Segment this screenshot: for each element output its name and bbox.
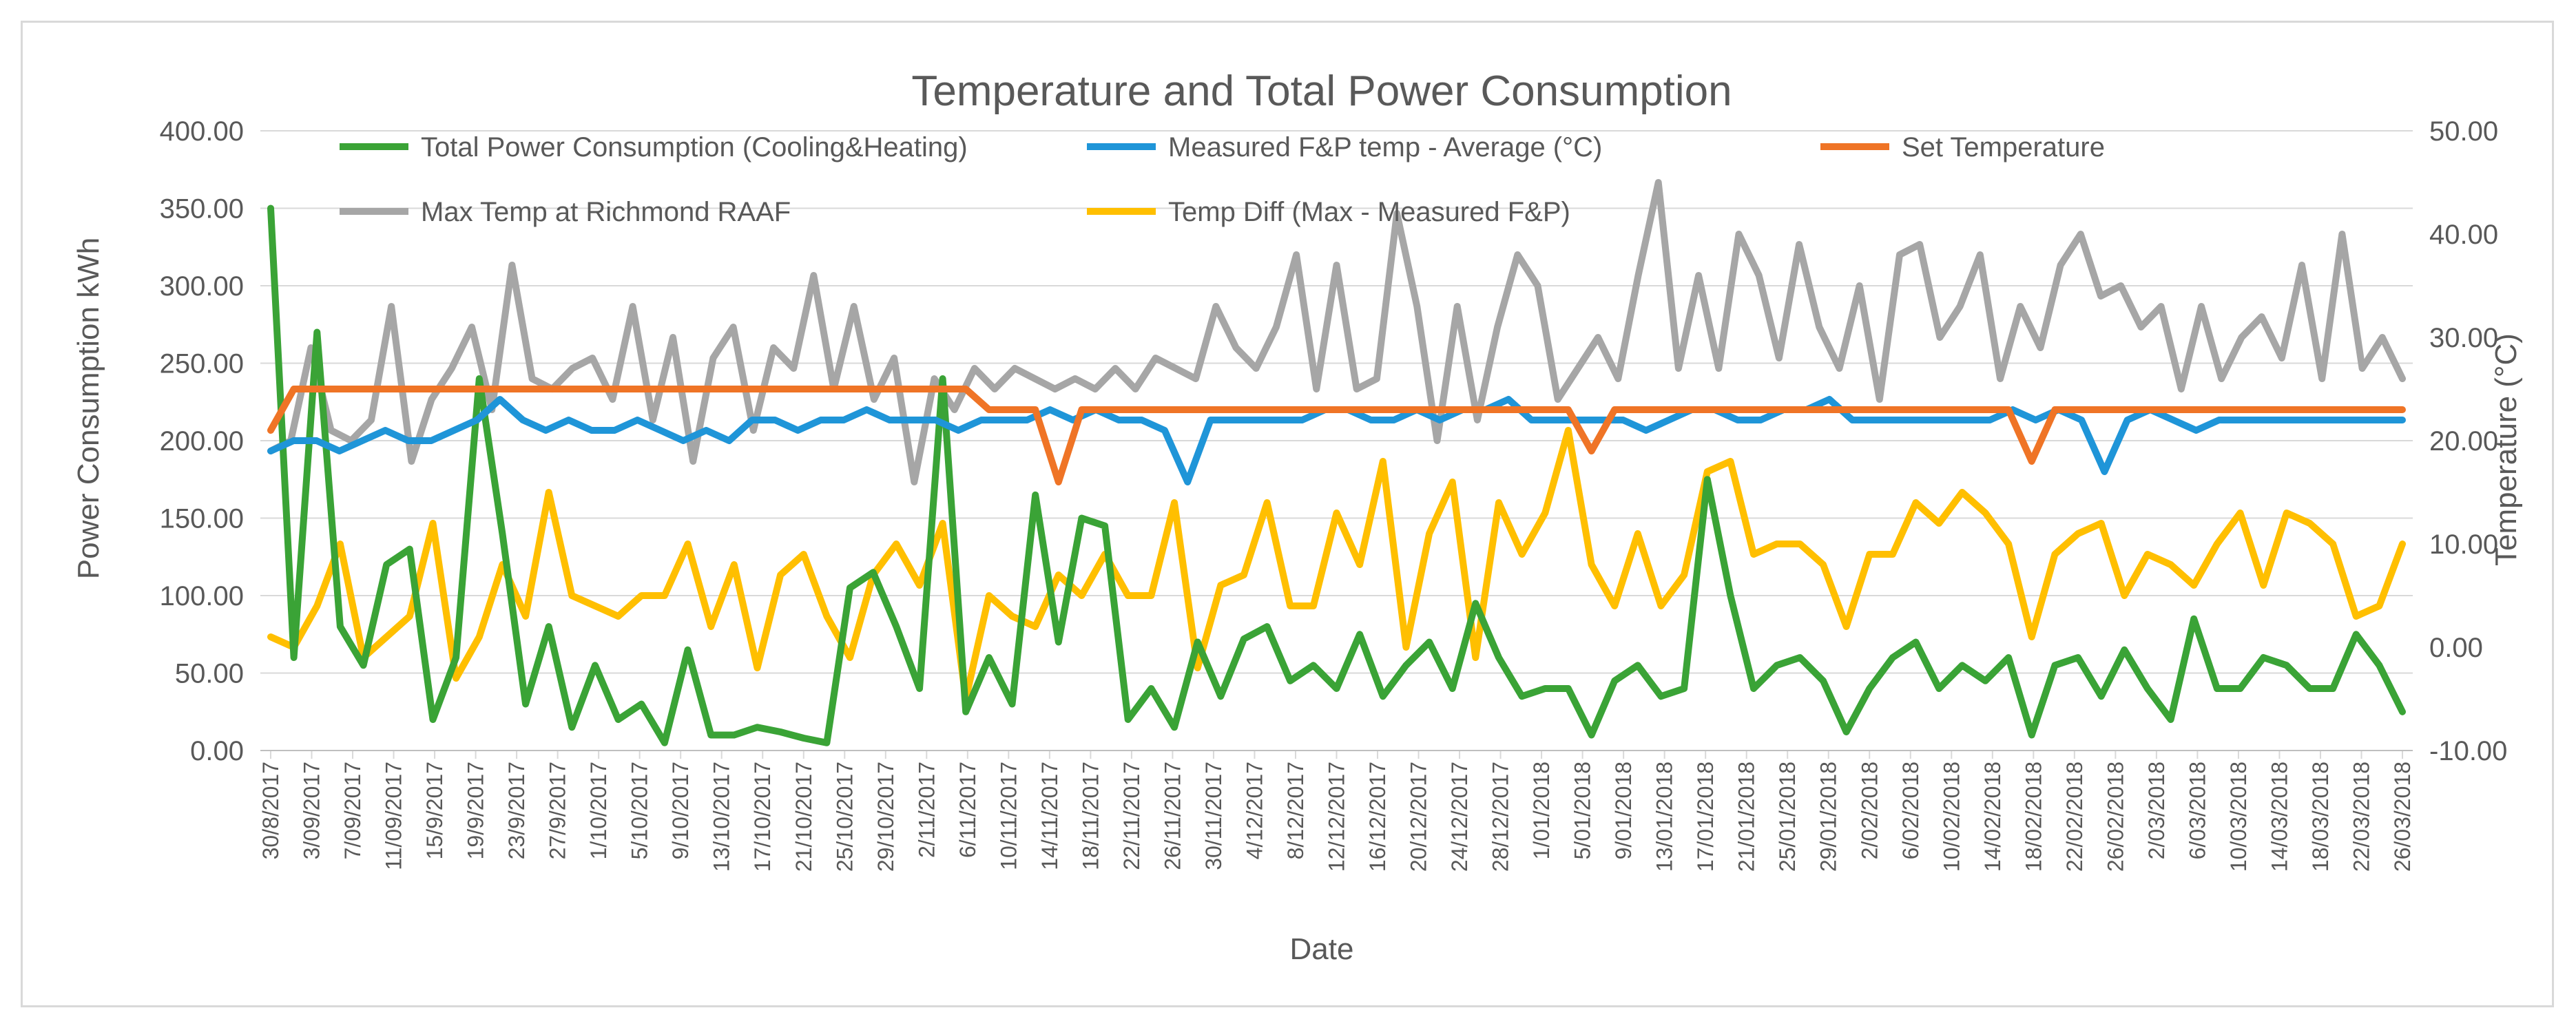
legend-label-diff: Temp Diff (Max - Measured F&P) [1168, 197, 1570, 227]
x-tick-label: 6/02/2018 [1898, 762, 1923, 859]
x-tick-label: 2/03/2018 [2144, 762, 2169, 859]
x-tick-label: 26/02/2018 [2103, 762, 2128, 872]
x-tick-label: 28/12/2017 [1488, 762, 1513, 872]
x-tick-label: 15/9/2017 [422, 762, 447, 859]
y-axis-title: Power Consumption kWh [72, 238, 105, 579]
series-line-0 [267, 204, 2406, 746]
y2-tick-label: 40.00 [2429, 220, 2498, 250]
x-tick-label: 14/03/2018 [2267, 762, 2292, 872]
x-tick-label: 26/03/2018 [2390, 762, 2415, 872]
x-tick-label: 4/12/2017 [1242, 762, 1267, 859]
legend-label-maxtemp: Max Temp at Richmond RAAF [421, 197, 791, 227]
y-tick-label: 250.00 [160, 349, 244, 379]
x-tick-label: 21/01/2018 [1734, 762, 1759, 872]
y2-tick-label: 50.00 [2429, 116, 2498, 147]
x-tick-label: 30/11/2017 [1201, 762, 1226, 870]
x-tick-label: 10/02/2018 [1939, 762, 1964, 872]
x-tick-label: 5/10/2017 [627, 762, 652, 859]
x-tick-label: 22/02/2018 [2062, 762, 2087, 872]
x-tick-label: 21/10/2017 [791, 762, 816, 872]
y2-tick-label: 20.00 [2429, 426, 2498, 457]
x-tick-label: 23/9/2017 [504, 762, 529, 859]
x-tick-label: 5/01/2018 [1570, 762, 1595, 859]
x-tick-label: 9/01/2018 [1611, 762, 1636, 859]
legend: Total Power Consumption (Cooling&Heating… [340, 132, 2105, 227]
x-tick-label: 12/12/2017 [1325, 762, 1349, 872]
chart-title: Temperature and Total Power Consumption [911, 67, 1732, 115]
x-tick-label: 22/11/2017 [1119, 762, 1144, 870]
x-tick-label: 2/02/2018 [1857, 762, 1882, 859]
x-tick-label: 14/02/2018 [1980, 762, 2005, 872]
x-tick-label: 13/10/2017 [709, 762, 734, 872]
y-tick-label: 350.00 [160, 194, 244, 224]
x-tick-label: 6/11/2017 [955, 762, 980, 858]
x-tick-label: 29/10/2017 [873, 762, 898, 872]
series-line-4 [267, 427, 2406, 702]
x-tick-label: 11/09/2017 [382, 762, 406, 870]
legend-label-measured: Measured F&P temp - Average (°C) [1168, 132, 1602, 162]
x-tick-label: 18/02/2018 [2021, 762, 2046, 872]
legend-label-set: Set Temperature [1902, 132, 2105, 162]
y2-tick-label: 30.00 [2429, 323, 2498, 353]
x-tick-label: 18/11/2017 [1078, 762, 1103, 870]
x-tick-label: 13/01/2018 [1652, 762, 1677, 872]
chart-frame: Temperature and Total Power Consumption … [21, 21, 2554, 1007]
x-tick-label: 20/12/2017 [1406, 762, 1431, 872]
x-axis-tick-labels: 30/8/2017 3/09/2017 7/09/2017 11/09/2017 15/… [258, 762, 2415, 872]
series-line-2 [267, 386, 2406, 485]
y-tick-label: 150.00 [160, 504, 244, 534]
x-tick-label: 3/09/2017 [300, 762, 324, 859]
legend-label-power: Total Power Consumption (Cooling&Heating… [421, 132, 968, 162]
x-tick-label: 1/01/2018 [1529, 762, 1554, 859]
x-tick-label: 1/10/2017 [586, 762, 611, 859]
x-tick-label: 7/09/2017 [340, 762, 365, 859]
y-tick-label: 400.00 [160, 116, 244, 147]
x-tick-label: 22/03/2018 [2349, 762, 2374, 872]
x-tick-label: 16/12/2017 [1365, 762, 1390, 872]
y-tick-label: 100.00 [160, 581, 244, 611]
x-tick-label: 17/01/2018 [1693, 762, 1718, 872]
y-tick-label: 0.00 [190, 736, 244, 766]
y2-tick-label: -10.00 [2429, 736, 2507, 766]
y2-tick-label: 0.00 [2429, 633, 2483, 663]
x-tick-label: 26/11/2017 [1160, 762, 1185, 870]
x-tick-label: 25/01/2018 [1775, 762, 1800, 872]
y-tick-label: 50.00 [175, 659, 244, 689]
series-line-3 [267, 179, 2406, 485]
x-tick-label: 14/11/2017 [1037, 762, 1062, 870]
x-tick-label: 30/8/2017 [258, 762, 283, 859]
x-tick-label: 18/03/2018 [2308, 762, 2333, 872]
x-tick-label: 27/9/2017 [546, 762, 570, 859]
y2-tick-label: 10.00 [2429, 529, 2498, 560]
x-tick-label: 2/11/2017 [914, 762, 939, 858]
left-axis-tick-labels: 0.00 50.00 100.00 150.00 200.00 250.00 300.00 3… [160, 116, 244, 766]
x-tick-label: 19/9/2017 [464, 762, 488, 859]
x-tick-label: 25/10/2017 [832, 762, 857, 872]
y2-axis-title: Temperature (°C) [2489, 333, 2523, 566]
x-axis-title: Date [1290, 932, 1354, 966]
x-tick-label: 6/03/2018 [2185, 762, 2210, 859]
y-tick-label: 300.00 [160, 271, 244, 302]
x-tick-label: 9/10/2017 [668, 762, 693, 859]
right-axis-tick-labels: -10.00 0.00 10.00 20.00 30.00 40.00 50.00 [2429, 116, 2507, 766]
x-tick-label: 10/03/2018 [2226, 762, 2251, 872]
x-tick-label: 10/11/2017 [996, 762, 1021, 870]
x-tick-label: 17/10/2017 [750, 762, 775, 872]
x-tick-label: 8/12/2017 [1283, 762, 1308, 859]
x-tick-label: 29/01/2018 [1816, 762, 1841, 872]
chart-canvas: Temperature and Total Power Consumption … [72, 67, 2523, 966]
y-tick-label: 200.00 [160, 426, 244, 457]
x-tick-label: 24/12/2017 [1447, 762, 1472, 872]
series-lines [267, 179, 2406, 746]
